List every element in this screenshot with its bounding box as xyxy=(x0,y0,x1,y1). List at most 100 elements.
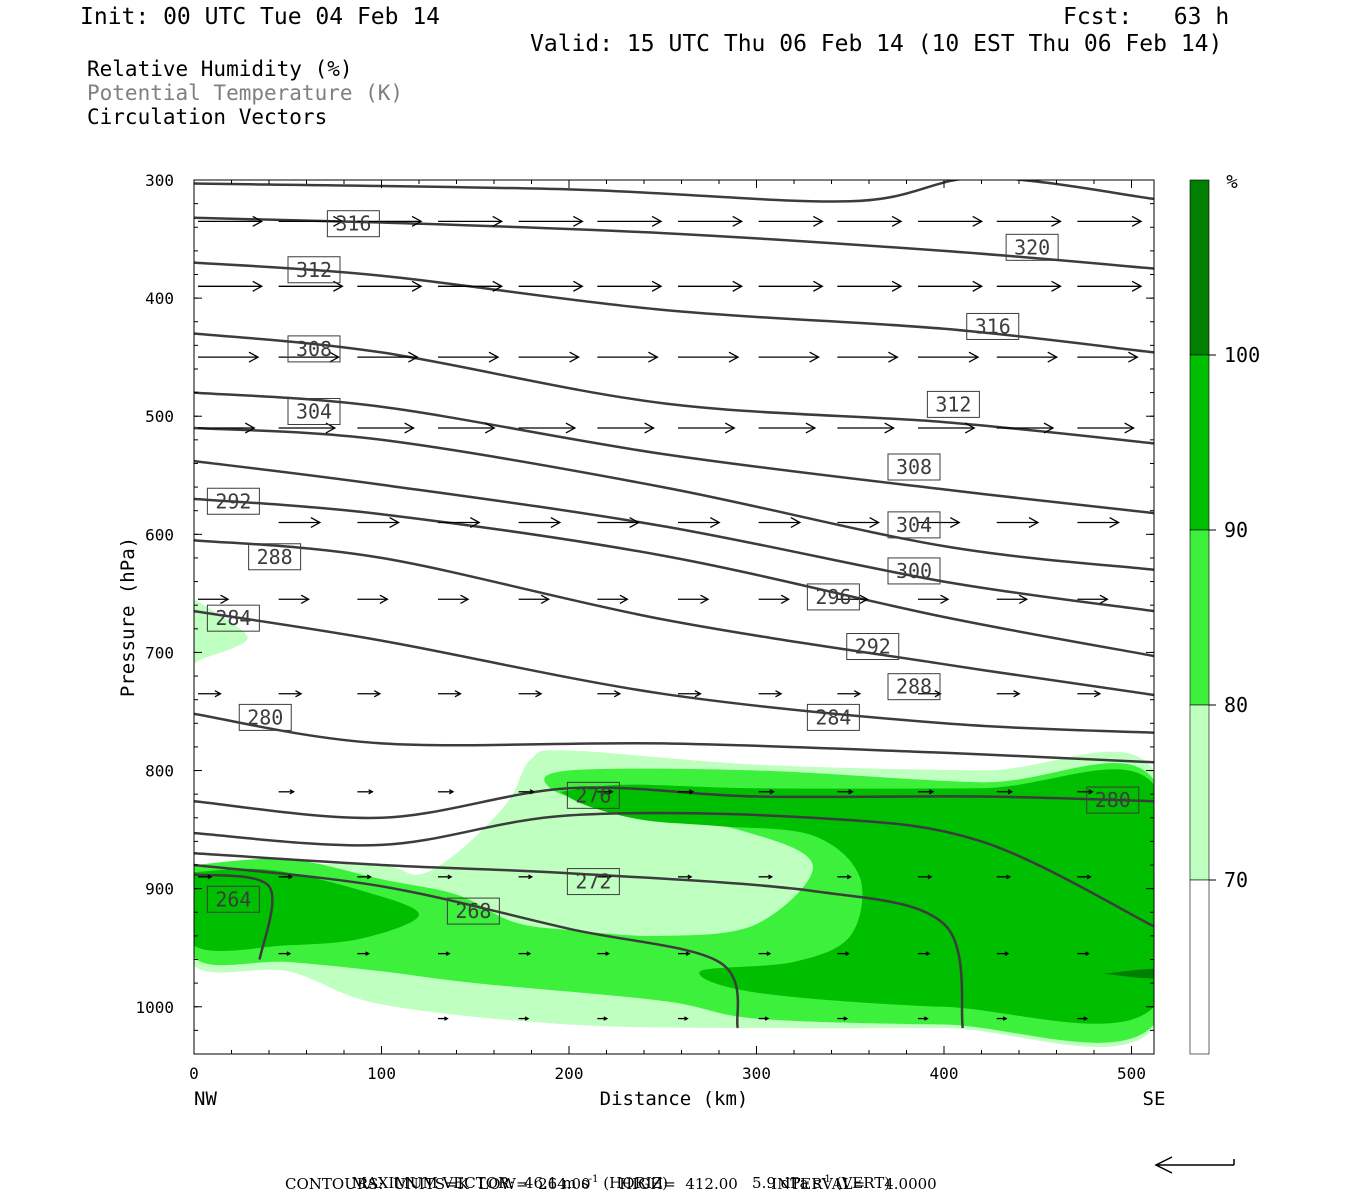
circulation-vector xyxy=(837,516,880,529)
rh-region-90 xyxy=(194,868,419,951)
y-tick-label: 600 xyxy=(145,525,174,544)
contour-label-text: 268 xyxy=(455,899,491,923)
contour-label: 272 xyxy=(566,868,620,896)
y-tick-label: 800 xyxy=(145,762,174,781)
circulation-vector xyxy=(597,215,663,227)
circulation-vector xyxy=(438,690,462,698)
circulation-vector xyxy=(278,594,310,604)
contour-label: 304 xyxy=(287,397,341,425)
y-tick-label: 700 xyxy=(145,643,174,662)
circulation-vector xyxy=(837,951,850,956)
theta-contour-320 xyxy=(194,180,1154,203)
circulation-vector xyxy=(198,874,213,880)
x-tick-label: 200 xyxy=(555,1064,584,1083)
circulation-vector xyxy=(678,422,736,434)
circulation-vector xyxy=(837,594,869,604)
colorbar-level-label: 80 xyxy=(1224,693,1248,717)
init-time: Init: 00 UTC Tue 04 Feb 14 xyxy=(80,4,441,30)
circulation-vector xyxy=(996,874,1012,880)
circulation-vector xyxy=(518,351,580,363)
circulation-vector xyxy=(678,594,710,604)
circulation-vector xyxy=(1077,1016,1089,1021)
circulation-vector xyxy=(758,690,783,698)
valid-time: Valid: 15 UTC Thu 06 Feb 14 (10 EST Thu … xyxy=(530,31,1223,57)
circulation-vector xyxy=(438,874,453,880)
circulation-vector xyxy=(918,951,931,956)
circulation-vector xyxy=(678,516,721,529)
circulation-vector xyxy=(597,690,622,698)
contour-label-text: 288 xyxy=(257,545,293,569)
circulation-vector xyxy=(198,422,256,434)
contour-label: 296 xyxy=(806,583,860,611)
circulation-vector xyxy=(996,690,1021,698)
circulation-vector xyxy=(357,690,382,698)
contour-label: 316 xyxy=(966,312,1020,340)
contour-label-text: 300 xyxy=(896,559,932,583)
colorbar-level-label: 90 xyxy=(1224,518,1248,542)
x-tick-label: 400 xyxy=(930,1064,959,1083)
circulation-vector xyxy=(758,215,824,227)
circulation-vector xyxy=(597,351,659,363)
contour-info-text: CONTOURS: UNITS=K LOW= 264.00 HIGH= 412.… xyxy=(285,1175,937,1193)
circulation-vector xyxy=(278,690,303,698)
circulation-vector xyxy=(837,351,899,363)
contour-label-text: 312 xyxy=(296,258,332,282)
circulation-vector xyxy=(918,789,935,795)
circulation-vector xyxy=(278,951,292,956)
circulation-vector xyxy=(918,215,984,227)
circulation-vector xyxy=(996,789,1014,795)
circulation-vector xyxy=(758,1016,770,1021)
contour-label: 292 xyxy=(206,487,260,515)
circulation-vector xyxy=(518,422,577,434)
colorbar-level-label: 100 xyxy=(1224,343,1260,367)
circulation-vector xyxy=(996,951,1010,956)
circulation-vector xyxy=(996,351,1059,363)
colorbar-band xyxy=(1189,529,1210,706)
y-axis-label: Pressure (hPa) xyxy=(117,537,139,697)
circulation-vector xyxy=(597,594,629,604)
legend-potential-temperature: Potential Temperature (K) xyxy=(87,81,404,105)
circulation-vector xyxy=(837,1016,849,1021)
x-end-label-left: NW xyxy=(194,1088,217,1110)
contour-label-text: 312 xyxy=(935,392,971,416)
contour-label-text: 272 xyxy=(575,870,611,894)
contour-label-text: 316 xyxy=(975,314,1011,338)
circulation-vector xyxy=(278,516,322,529)
circulation-vector xyxy=(597,951,610,956)
circulation-vector xyxy=(438,280,504,292)
circulation-vector xyxy=(438,1016,449,1021)
circulation-vector xyxy=(837,215,903,227)
circulation-vector xyxy=(1077,280,1143,292)
circulation-vector xyxy=(758,789,775,795)
circulation-vector xyxy=(996,516,1040,529)
circulation-vector xyxy=(357,422,415,434)
contour-label: 320 xyxy=(1005,233,1059,261)
colorbar-band xyxy=(1189,354,1210,531)
legend-circulation-vectors: Circulation Vectors xyxy=(87,105,328,129)
circulation-vector xyxy=(1077,874,1092,880)
y-tick-label: 500 xyxy=(145,407,174,426)
circulation-vector xyxy=(1077,351,1139,363)
circulation-vector xyxy=(678,351,740,363)
y-tick-label: 400 xyxy=(145,289,174,308)
circulation-vector xyxy=(278,215,344,227)
circulation-vector xyxy=(597,789,614,795)
circulation-vector xyxy=(837,874,852,880)
circulation-vector xyxy=(996,422,1055,434)
x-tick-label: 500 xyxy=(1117,1064,1146,1083)
colorbar-unit: % xyxy=(1226,171,1238,193)
circulation-vector xyxy=(996,1016,1008,1021)
circulation-vector xyxy=(758,874,774,880)
contour-label-text: 292 xyxy=(215,489,251,513)
circulation-vector xyxy=(837,789,854,795)
circulation-vector xyxy=(996,215,1062,227)
circulation-vector xyxy=(518,690,543,698)
circulation-vector xyxy=(918,874,933,880)
circulation-vector xyxy=(597,280,663,292)
circulation-vectors xyxy=(198,215,1143,1021)
circulation-vector xyxy=(518,280,584,292)
circulation-vector xyxy=(758,280,824,292)
contour-label-text: 280 xyxy=(247,705,283,729)
contour-label: 264 xyxy=(206,885,260,913)
contour-label-text: 304 xyxy=(296,399,332,423)
